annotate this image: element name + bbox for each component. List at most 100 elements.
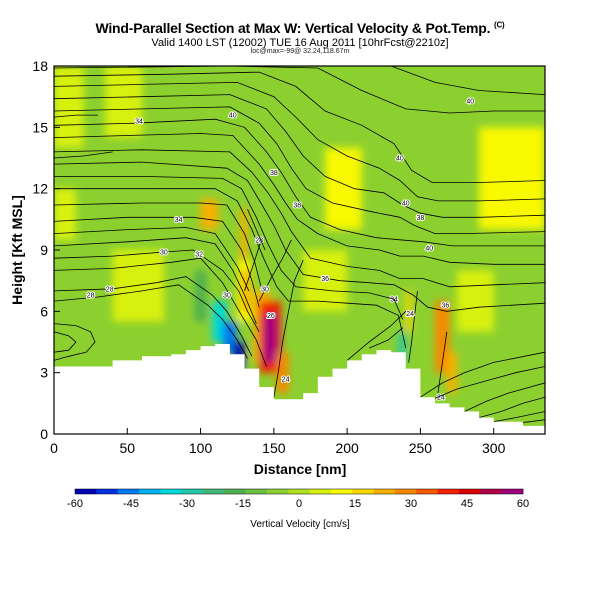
velocity-cell-14: [435, 301, 450, 373]
theta-contour-22: [273, 260, 304, 398]
colorbar-tick-label: 30: [405, 498, 417, 510]
theta-contour-7: [54, 202, 263, 291]
colorbar-tick-label: -15: [235, 498, 251, 510]
theta-contour-28: [420, 351, 545, 398]
theta-contour-31: [478, 396, 545, 418]
y-axis-label: Height [Kft MSL]: [9, 195, 25, 305]
contour-label-14: 38: [417, 215, 425, 222]
theta-contour-36: [368, 327, 404, 349]
terrain-mask: [54, 344, 545, 434]
colorbar-tick-label: -45: [123, 498, 139, 510]
y-tick-label: 12: [32, 181, 48, 197]
contour-label-22: 24: [282, 376, 290, 383]
contour-label-11: 36: [441, 303, 449, 310]
theta-contour-0: [54, 284, 248, 359]
y-tick-label: 9: [40, 242, 48, 258]
contour-label-4: 30: [223, 292, 231, 299]
colorbar-label: Vertical Velocity [cm/s]: [250, 519, 350, 530]
contour-label-23: 26: [267, 313, 275, 320]
velocity-cell-17: [105, 66, 142, 138]
contour-label-21: 34: [135, 119, 143, 126]
contour-label-7: 34: [175, 217, 183, 224]
theta-contour-1: [54, 276, 253, 357]
theta-contour-23: [258, 239, 292, 302]
x-tick-label: 100: [189, 440, 213, 456]
y-tick-label: 6: [40, 303, 48, 319]
theta-contour-15: [54, 94, 545, 218]
contour-label-25: 30: [261, 286, 269, 293]
colorbar-swatch: [75, 489, 97, 494]
theta-contour-26: [408, 290, 418, 363]
colorbar-swatch: [288, 489, 310, 494]
velocity-cell-1: [194, 270, 207, 322]
contour-label-26: 24: [406, 311, 414, 318]
contour-label-0: 28: [87, 292, 95, 299]
velocity-cell-16: [54, 66, 84, 148]
theta-contour-8: [54, 188, 407, 349]
colorbar-swatch: [181, 489, 204, 494]
colorbar-swatch: [416, 489, 438, 494]
velocity-cell-6: [240, 209, 248, 261]
x-tick-label: 150: [262, 440, 286, 456]
theta-contour-37: [346, 311, 407, 361]
theta-contour-11: [54, 149, 545, 288]
contour-label-17: 40: [396, 156, 404, 163]
theta-contour-27: [437, 331, 448, 394]
y-tick-label: 0: [40, 426, 48, 442]
theta-contour-9: [54, 176, 404, 320]
colorbar-swatch: [245, 489, 268, 494]
colorbar-swatch: [203, 489, 225, 494]
colorbar-swatch: [96, 489, 118, 494]
colorbar-swatch: [373, 489, 396, 494]
theta-contour-35: [54, 331, 77, 353]
theta-contour-20: [54, 151, 113, 159]
chart-subtitle: Valid 1400 LST (12002) TUE 16 Aug 2011 […: [151, 37, 449, 49]
x-tick-label: 0: [50, 440, 58, 456]
velocity-cell-22: [479, 127, 545, 230]
theta-contour-14: [54, 106, 545, 234]
contour-label-16: 40: [402, 200, 410, 207]
colorbar-swatch: [224, 489, 246, 494]
theta-contour-3: [54, 249, 260, 332]
theta-contour-6: [54, 216, 260, 308]
theta-contour-4: [54, 237, 257, 324]
colorbar-swatch: [331, 489, 353, 494]
theta-contour-17: [54, 71, 545, 183]
colorbar: -60 -45 -30 -15 0 15 30 45 60: [67, 488, 529, 510]
theta-contour-24: [244, 237, 263, 292]
colorbar-tick-label: -30: [179, 498, 195, 510]
velocity-cell-7: [241, 270, 251, 312]
colorbar-swatch: [309, 489, 332, 494]
colorbar-swatch: [139, 489, 161, 494]
y-tick-label: 18: [32, 58, 48, 74]
theta-contour-29: [427, 366, 545, 402]
contour-label-1: 28: [106, 286, 114, 293]
y-tick-label: 3: [40, 365, 48, 381]
contour-label-5: 32: [195, 252, 203, 259]
chart-title: Wind-Parallel Section at Max W: Vertical…: [95, 20, 505, 36]
contour-label-3: 30: [160, 250, 168, 257]
contour-label-18: 40: [229, 113, 237, 120]
x-tick-label: 200: [335, 440, 359, 456]
theta-contour-13: [54, 118, 545, 247]
contour-label-19: 40: [466, 98, 474, 105]
contour-label-27: 24: [437, 395, 445, 402]
colorbar-swatch: [501, 489, 524, 494]
colorbar-tick-label: 15: [349, 498, 361, 510]
colorbar-swatch: [160, 489, 182, 494]
colorbar-swatch: [395, 489, 417, 494]
velocity-cell-12: [398, 331, 406, 363]
colorbar-tick-label: -60: [67, 498, 83, 510]
contour-label-12: 38: [270, 170, 278, 177]
theta-contour-16: [54, 81, 545, 202]
x-axis-label: Distance [nm]: [254, 461, 347, 477]
theta-contour-5: [54, 227, 250, 292]
theta-contour-25: [247, 208, 266, 251]
colorbar-swatch: [267, 489, 289, 494]
theta-contour-34: [54, 323, 96, 361]
contour-label-15: 40: [425, 245, 433, 252]
theta-contour-32: [493, 411, 545, 423]
velocity-cell-0: [200, 198, 219, 230]
contour-label-24: 28: [255, 237, 263, 244]
velocity-cell-13: [405, 290, 412, 332]
